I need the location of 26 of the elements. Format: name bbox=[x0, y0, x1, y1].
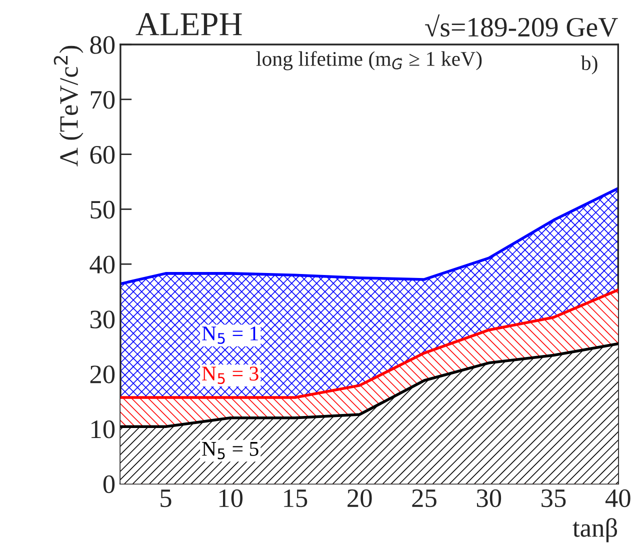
x-tick-label: 15 bbox=[284, 489, 308, 508]
series-label: N$_{5}$ = 1 bbox=[202, 326, 258, 344]
x-tick-label: 35 bbox=[542, 489, 566, 508]
y-tick-label: 40 bbox=[90, 256, 115, 274]
y-axis-title: Λ (TeV/c$^{2}$) bbox=[54, 46, 84, 166]
x-tick-label: 40 bbox=[605, 489, 630, 508]
series-label: N$_{5}$ = 5 bbox=[202, 442, 258, 460]
y-tick-label: 60 bbox=[90, 146, 115, 164]
y-tick-label: 50 bbox=[90, 200, 115, 219]
series-label: N$_{5}$ = 3 bbox=[202, 366, 258, 384]
x-tick-label: 20 bbox=[348, 489, 372, 508]
y-tick-label: 70 bbox=[90, 90, 115, 109]
annotation: long lifetime (m$_{G̃}$ ≥ 1 keV) bbox=[256, 51, 482, 70]
x-tick-label: 30 bbox=[476, 489, 502, 508]
annotation: b) bbox=[580, 55, 598, 74]
y-tick-label: 20 bbox=[90, 366, 115, 384]
x-tick-label: 5 bbox=[160, 490, 172, 508]
y-tick-label: 30 bbox=[90, 310, 115, 328]
x-tick-label: 10 bbox=[219, 489, 243, 508]
y-tick-label: 80 bbox=[90, 36, 115, 54]
chart-title: ALEPH bbox=[136, 13, 242, 36]
text: √s=189-209 GeV bbox=[425, 14, 618, 37]
y-tick-label: 0 bbox=[103, 475, 115, 494]
x-axis-title: tanβ bbox=[572, 518, 618, 542]
y-tick-label: 10 bbox=[92, 420, 115, 438]
x-tick-label: 25 bbox=[412, 489, 436, 508]
